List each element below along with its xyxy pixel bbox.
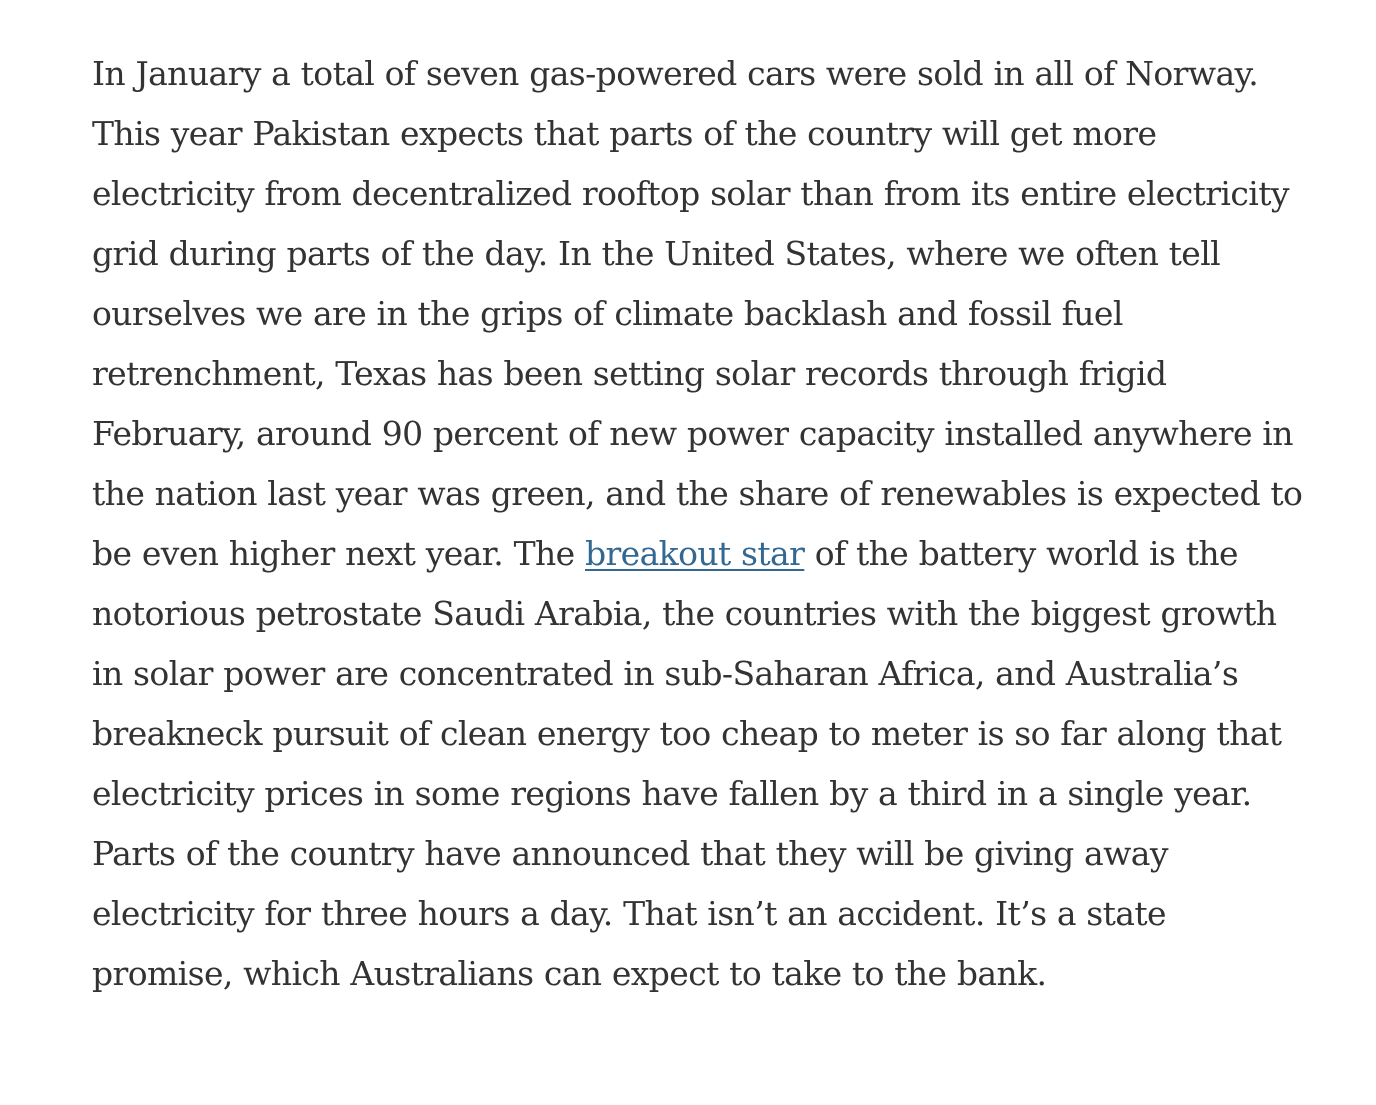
paragraph-text-after-link: of the battery world is the notorious pe… <box>92 534 1282 993</box>
article-paragraph: In January a total of seven gas-powered … <box>92 44 1312 1004</box>
article-body: In January a total of seven gas-powered … <box>92 44 1312 1004</box>
paragraph-text-before-link: In January a total of seven gas-powered … <box>92 54 1303 573</box>
breakout-star-link[interactable]: breakout star <box>584 534 805 573</box>
